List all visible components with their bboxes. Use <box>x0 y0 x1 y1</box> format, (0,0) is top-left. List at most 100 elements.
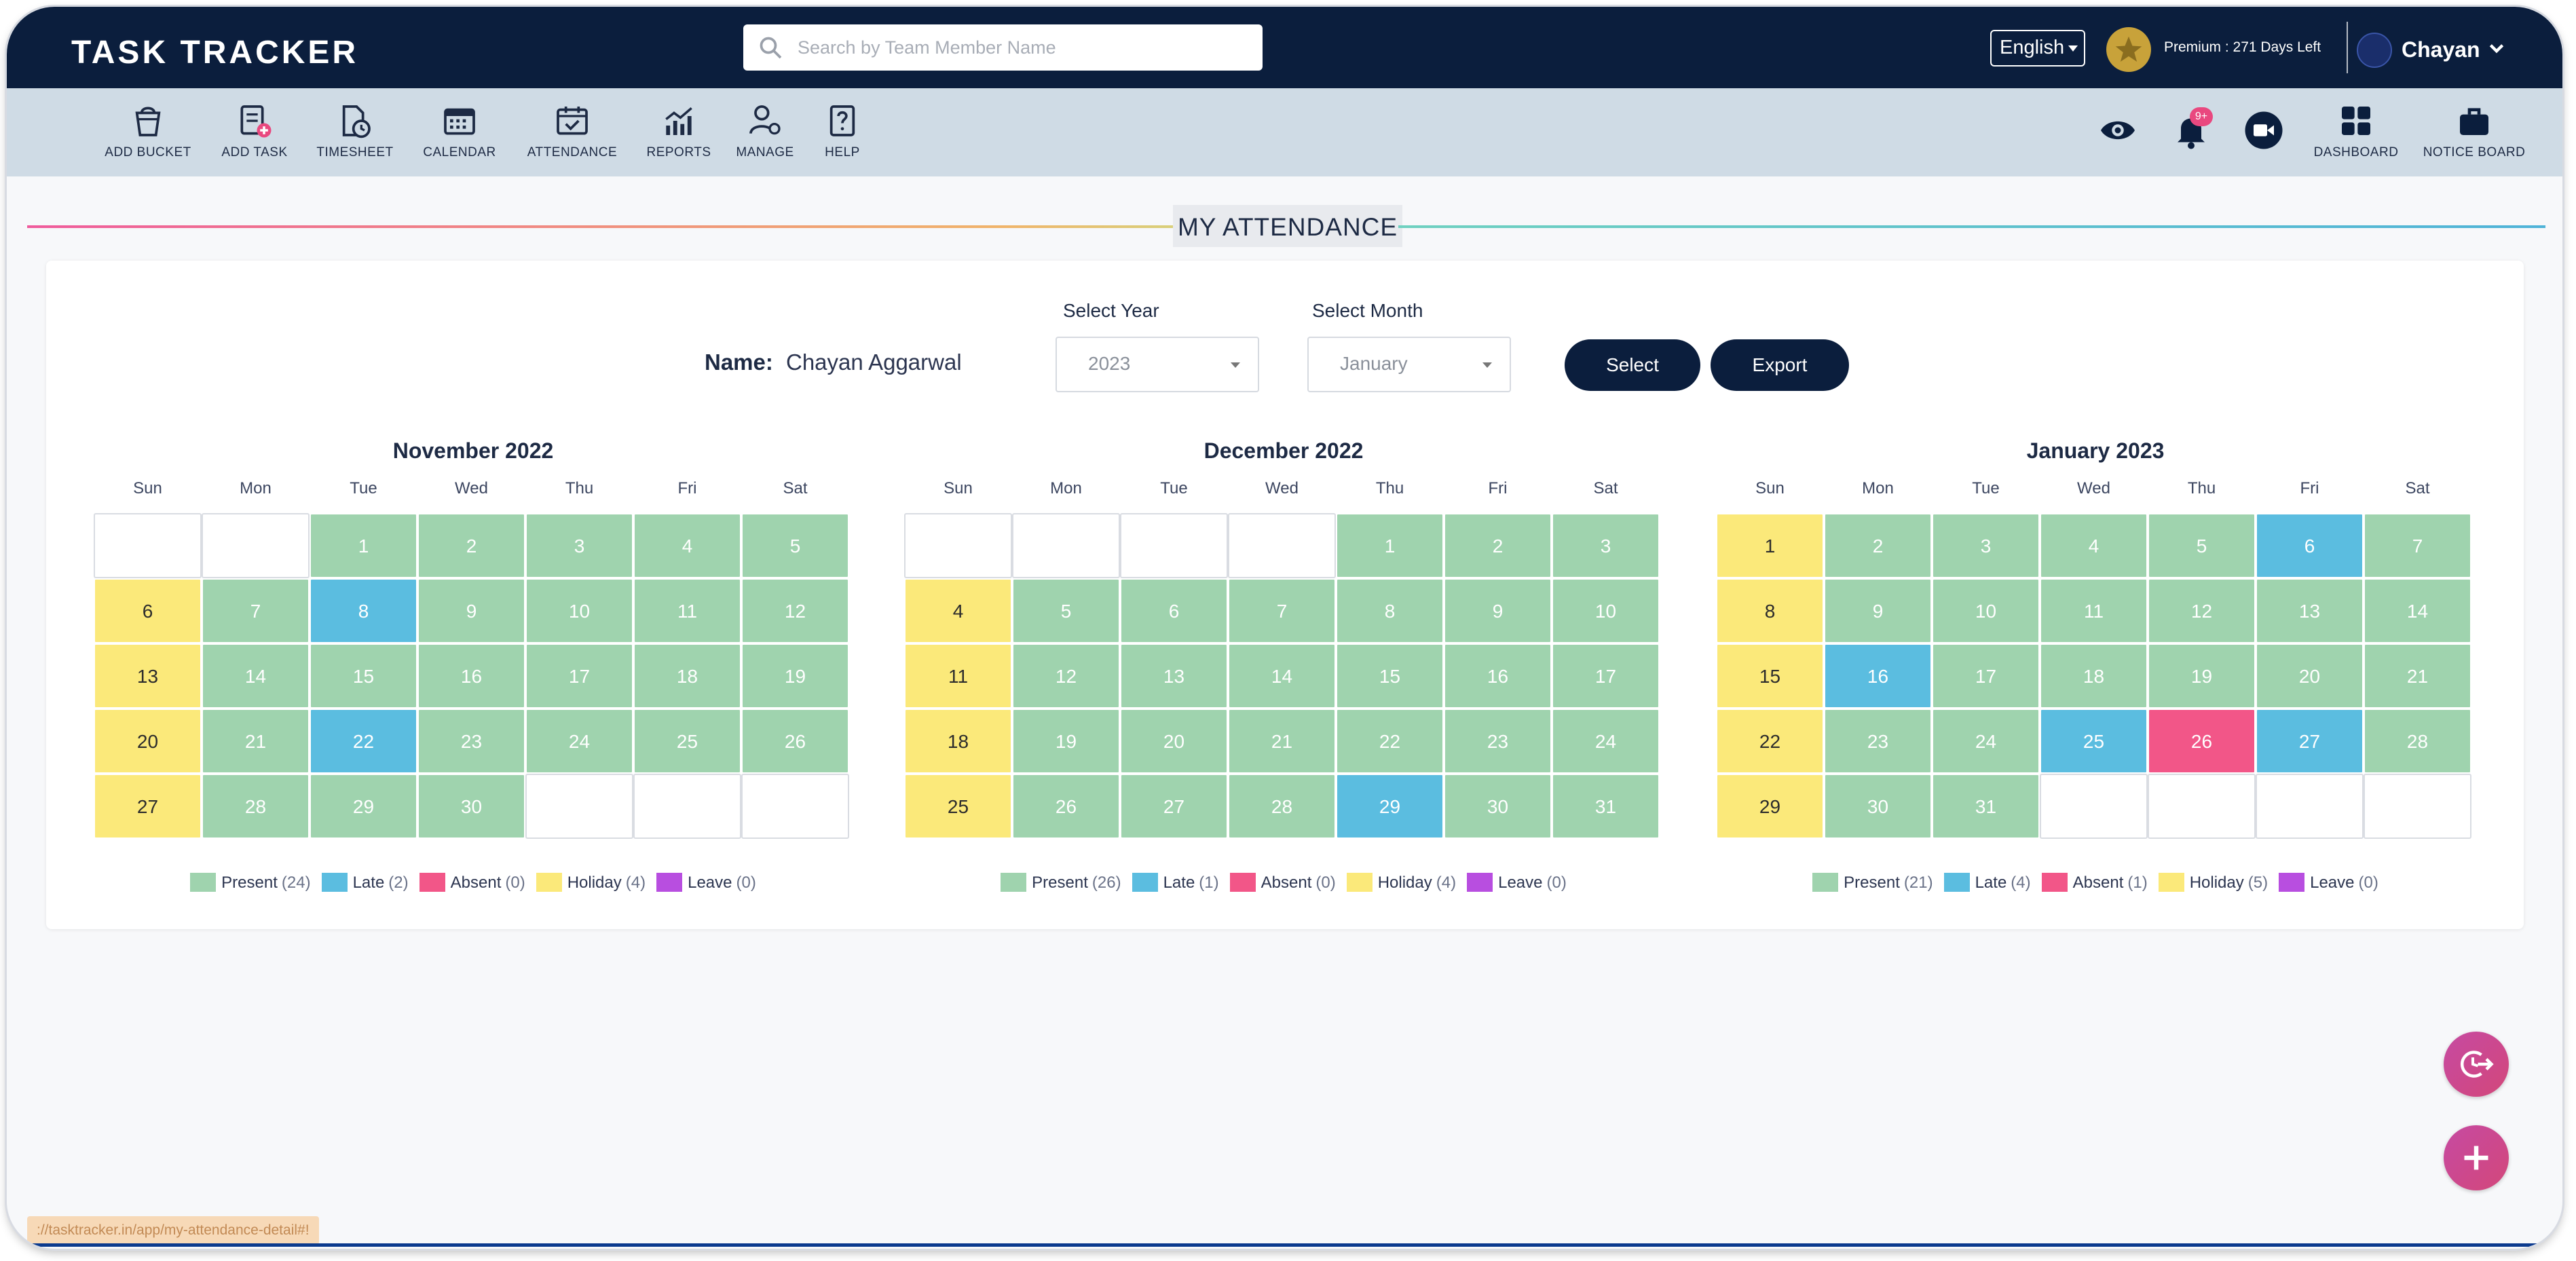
toolbar-help[interactable]: HELP <box>791 102 893 160</box>
calendar-day-present[interactable]: 10 <box>1932 578 2040 643</box>
select-button[interactable]: Select <box>1565 339 1700 391</box>
calendar-day-present[interactable]: 31 <box>1932 774 2040 839</box>
calendar-day-late[interactable]: 16 <box>1824 643 1932 709</box>
calendar-day-late[interactable]: 22 <box>310 709 417 774</box>
eye-icon[interactable] <box>2097 110 2138 151</box>
user-name[interactable]: Chayan <box>2402 37 2480 62</box>
calendar-day-present[interactable]: 10 <box>525 578 633 643</box>
calendar-day-present[interactable]: 7 <box>202 578 310 643</box>
calendar-day-present[interactable]: 18 <box>633 643 741 709</box>
calendar-day-present[interactable]: 25 <box>633 709 741 774</box>
calendar-day-present[interactable]: 2 <box>1444 513 1552 578</box>
calendar-day-present[interactable]: 3 <box>525 513 633 578</box>
calendar-day-present[interactable]: 21 <box>202 709 310 774</box>
calendar-day-present[interactable]: 27 <box>1120 774 1228 839</box>
calendar-day-present[interactable]: 8 <box>1336 578 1444 643</box>
calendar-day-present[interactable]: 10 <box>1552 578 1660 643</box>
premium-star-icon[interactable] <box>2106 27 2151 72</box>
calendar-day-present[interactable]: 14 <box>2364 578 2471 643</box>
calendar-day-present[interactable]: 9 <box>417 578 525 643</box>
export-button[interactable]: Export <box>1711 339 1849 391</box>
calendar-day-present[interactable]: 19 <box>2148 643 2256 709</box>
calendar-day-present[interactable]: 16 <box>417 643 525 709</box>
search-input[interactable] <box>798 24 1246 71</box>
calendar-day-present[interactable]: 24 <box>1552 709 1660 774</box>
calendar-day-present[interactable]: 31 <box>1552 774 1660 839</box>
calendar-day-present[interactable]: 12 <box>741 578 849 643</box>
toolbar-add-task[interactable]: ADD TASK <box>204 102 305 160</box>
toolbar-add-bucket[interactable]: ADD BUCKET <box>97 102 199 160</box>
calendar-day-present[interactable]: 2 <box>417 513 525 578</box>
calendar-day-present[interactable]: 30 <box>1824 774 1932 839</box>
year-select[interactable]: 2023 <box>1056 337 1259 392</box>
calendar-day-present[interactable]: 14 <box>1228 643 1336 709</box>
calendar-day-present[interactable]: 12 <box>2148 578 2256 643</box>
calendar-day-present[interactable]: 12 <box>1012 643 1120 709</box>
language-dropdown[interactable]: English <box>1990 30 2085 67</box>
calendar-day-present[interactable]: 11 <box>633 578 741 643</box>
calendar-day-present[interactable]: 22 <box>1336 709 1444 774</box>
add-button[interactable] <box>2444 1125 2509 1190</box>
calendar-day-holiday[interactable]: 25 <box>904 774 1012 839</box>
calendar-day-present[interactable]: 30 <box>1444 774 1552 839</box>
calendar-day-present[interactable]: 11 <box>2040 578 2148 643</box>
calendar-day-present[interactable]: 19 <box>741 643 849 709</box>
calendar-day-late[interactable]: 29 <box>1336 774 1444 839</box>
calendar-day-present[interactable]: 15 <box>310 643 417 709</box>
calendar-day-present[interactable]: 5 <box>1012 578 1120 643</box>
calendar-day-present[interactable]: 13 <box>2256 578 2364 643</box>
calendar-day-holiday[interactable]: 22 <box>1716 709 1824 774</box>
calendar-day-holiday[interactable]: 20 <box>94 709 202 774</box>
app-logo[interactable]: TASK TRACKER <box>71 35 359 71</box>
calendar-day-holiday[interactable]: 11 <box>904 643 1012 709</box>
calendar-day-present[interactable]: 19 <box>1012 709 1120 774</box>
calendar-day-present[interactable]: 4 <box>633 513 741 578</box>
toolbar-attendance[interactable]: ATTENDANCE <box>521 102 623 160</box>
toolbar-notice-board[interactable]: NOTICE BOARD <box>2416 102 2532 160</box>
calendar-day-present[interactable]: 17 <box>525 643 633 709</box>
toolbar-timesheet[interactable]: TIMESHEET <box>304 102 406 160</box>
calendar-day-holiday[interactable]: 4 <box>904 578 1012 643</box>
calendar-day-present[interactable]: 1 <box>310 513 417 578</box>
calendar-day-present[interactable]: 23 <box>1824 709 1932 774</box>
calendar-day-present[interactable]: 20 <box>2256 643 2364 709</box>
calendar-day-late[interactable]: 8 <box>310 578 417 643</box>
calendar-day-present[interactable]: 21 <box>1228 709 1336 774</box>
calendar-day-absent[interactable]: 26 <box>2148 709 2256 774</box>
calendar-day-holiday[interactable]: 8 <box>1716 578 1824 643</box>
calendar-day-present[interactable]: 2 <box>1824 513 1932 578</box>
calendar-day-present[interactable]: 15 <box>1336 643 1444 709</box>
user-avatar[interactable] <box>2357 33 2392 68</box>
calendar-day-present[interactable]: 24 <box>1932 709 2040 774</box>
toolbar-manage[interactable]: MANAGE <box>714 102 816 160</box>
calendar-day-holiday[interactable]: 27 <box>94 774 202 839</box>
calendar-day-present[interactable]: 18 <box>2040 643 2148 709</box>
calendar-day-present[interactable]: 1 <box>1336 513 1444 578</box>
calendar-day-present[interactable]: 7 <box>1228 578 1336 643</box>
calendar-day-present[interactable]: 30 <box>417 774 525 839</box>
calendar-day-holiday[interactable]: 18 <box>904 709 1012 774</box>
calendar-day-present[interactable]: 16 <box>1444 643 1552 709</box>
calendar-day-present[interactable]: 6 <box>1120 578 1228 643</box>
calendar-day-late[interactable]: 6 <box>2256 513 2364 578</box>
clock-out-button[interactable] <box>2444 1032 2509 1097</box>
calendar-day-present[interactable]: 20 <box>1120 709 1228 774</box>
calendar-day-late[interactable]: 25 <box>2040 709 2148 774</box>
calendar-day-present[interactable]: 3 <box>1552 513 1660 578</box>
calendar-day-holiday[interactable]: 6 <box>94 578 202 643</box>
calendar-day-present[interactable]: 23 <box>417 709 525 774</box>
calendar-day-holiday[interactable]: 29 <box>1716 774 1824 839</box>
calendar-day-present[interactable]: 7 <box>2364 513 2471 578</box>
toolbar-reports[interactable]: REPORTS <box>628 102 730 160</box>
calendar-day-holiday[interactable]: 13 <box>94 643 202 709</box>
calendar-day-present[interactable]: 28 <box>1228 774 1336 839</box>
calendar-day-holiday[interactable]: 15 <box>1716 643 1824 709</box>
calendar-day-present[interactable]: 14 <box>202 643 310 709</box>
calendar-day-present[interactable]: 13 <box>1120 643 1228 709</box>
calendar-day-present[interactable]: 28 <box>2364 709 2471 774</box>
calendar-day-present[interactable]: 26 <box>741 709 849 774</box>
calendar-day-late[interactable]: 27 <box>2256 709 2364 774</box>
video-call-icon[interactable] <box>2243 110 2284 151</box>
calendar-day-present[interactable]: 3 <box>1932 513 2040 578</box>
notifications-button[interactable]: 9+ <box>2171 107 2218 157</box>
